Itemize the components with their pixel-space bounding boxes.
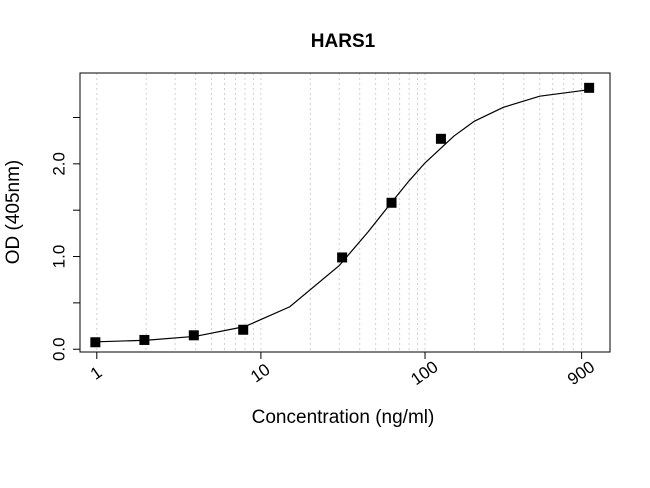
data-point [337,252,348,263]
data-point [435,133,446,144]
plot-frame [79,72,611,353]
y-tick-label: 1.0 [49,245,68,269]
fit-curve [96,89,590,343]
y-tick-label: 0.0 [49,337,68,361]
data-point [90,337,101,348]
data-point [238,324,249,335]
data-point [188,330,199,341]
y-axis-title: OD (405nm) [3,160,24,265]
chart-title: HARS1 [311,31,376,52]
y-tick-label: 2.0 [49,152,68,176]
data-point [584,82,595,93]
x-axis-title: Concentration (ng/ml) [252,407,435,428]
